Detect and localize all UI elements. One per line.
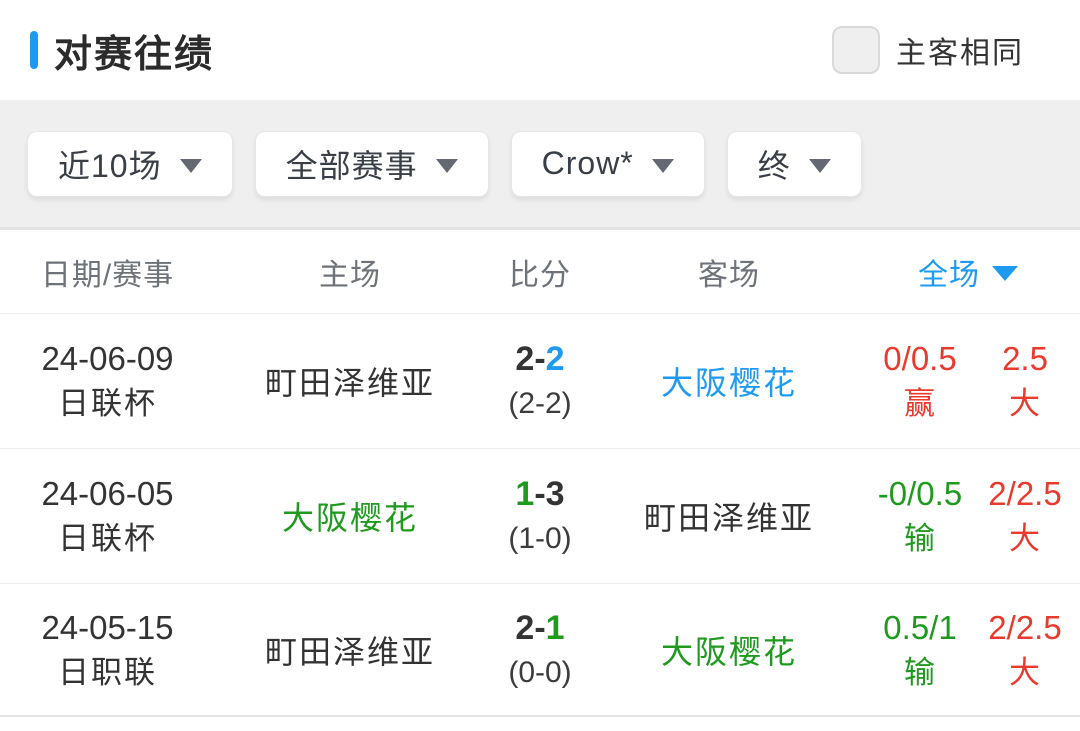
section-title-group: 对赛往绩 xyxy=(30,23,214,78)
handicap-line: -0/0.5 xyxy=(877,475,963,512)
score-cell: 1 - 3 (1-0) xyxy=(485,471,595,561)
dropdown-match-status[interactable]: 终 xyxy=(726,130,862,197)
over-under-cell: 2/2.5 大 xyxy=(977,605,1073,695)
away-team-name: 町田泽维亚 xyxy=(643,500,814,536)
over-under-cell: 2/2.5 大 xyxy=(977,471,1073,561)
away-goals: 1 xyxy=(545,608,565,647)
score-cell: 2 - 1 (0-0) xyxy=(485,605,595,695)
handicap-cell: -0/0.5 输 xyxy=(863,471,977,561)
col-header-score: 比分 xyxy=(509,258,571,292)
over-under-line: 2/2.5 xyxy=(988,608,1062,646)
over-under-result: 大 xyxy=(1009,654,1041,690)
home-team-cell: 大阪樱花 xyxy=(215,493,485,539)
table-row[interactable]: 24-06-05 日联杯 大阪樱花 1 - 3 (1-0) 町田泽维亚 -0/0… xyxy=(0,449,1080,584)
col-header-fulltime-label: 全场 xyxy=(918,258,980,292)
dropdown-recent-matches[interactable]: 近10场 xyxy=(27,130,233,197)
score-dash: - xyxy=(534,475,546,513)
date-competition-cell: 24-06-05 日联杯 xyxy=(0,471,215,561)
chevron-down-icon xyxy=(992,266,1018,281)
date-competition-cell: 24-05-15 日职联 xyxy=(0,605,215,695)
dropdown-bookmaker-label: Crow* xyxy=(541,145,634,181)
over-under-result: 大 xyxy=(1009,521,1041,556)
away-team-cell: 大阪樱花 xyxy=(595,627,863,673)
over-under-line: 2.5 xyxy=(1002,340,1048,377)
halftime-score: (0-0) xyxy=(508,655,572,689)
over-under-result: 大 xyxy=(1009,386,1041,421)
over-under-line: 2/2.5 xyxy=(988,475,1062,512)
away-team-cell: 大阪樱花 xyxy=(595,358,863,404)
halftime-score: (1-0) xyxy=(508,522,572,555)
home-goals: 2 xyxy=(515,608,535,647)
handicap-result: 赢 xyxy=(904,386,936,421)
chevron-down-icon xyxy=(808,158,831,173)
away-team-name: 大阪樱花 xyxy=(660,633,797,670)
table-header-row: 日期/赛事 主场 比分 客场 全场 xyxy=(0,230,1080,314)
dropdown-all-competitions-label: 全部赛事 xyxy=(285,147,418,184)
fulltime-score: 1 - 3 xyxy=(515,471,564,517)
handicap-cell: 0/0.5 赢 xyxy=(863,336,977,426)
home-team-name: 大阪樱花 xyxy=(281,500,418,536)
competition-name: 日联杯 xyxy=(58,521,157,556)
away-goals: 3 xyxy=(545,475,565,513)
halftime-score: (2-2) xyxy=(508,387,572,420)
handicap-cell: 0.5/1 输 xyxy=(863,605,977,695)
table-row[interactable]: 24-06-09 日联杯 町田泽维亚 2 - 2 (2-2) 大阪樱花 0/0.… xyxy=(0,314,1080,449)
dropdown-match-status-label: 终 xyxy=(757,147,791,184)
table-row[interactable]: 24-05-15 日职联 町田泽维亚 2 - 1 (0-0) 大阪樱花 0.5/… xyxy=(0,584,1080,717)
chevron-down-icon xyxy=(651,158,674,173)
match-date: 24-06-09 xyxy=(41,340,174,377)
home-team-cell: 町田泽维亚 xyxy=(215,358,485,404)
filter-bar: 近10场 全部赛事 Crow* 终 xyxy=(0,100,1080,230)
same-home-away-checkbox[interactable] xyxy=(832,26,880,74)
handicap-result: 输 xyxy=(904,654,936,690)
page-title: 对赛往绩 xyxy=(54,33,215,76)
fulltime-score: 2 - 1 xyxy=(515,605,564,651)
match-date: 24-06-05 xyxy=(41,475,174,512)
title-accent-bar xyxy=(30,31,38,69)
competition-name: 日职联 xyxy=(58,654,157,690)
away-team-cell: 町田泽维亚 xyxy=(595,493,863,539)
col-header-home: 主场 xyxy=(319,258,381,292)
dropdown-recent-matches-label: 近10场 xyxy=(58,147,162,184)
same-home-away-label: 主客相同 xyxy=(896,37,1024,70)
fulltime-score: 2 - 2 xyxy=(515,336,564,382)
away-team-name: 大阪樱花 xyxy=(660,365,797,401)
col-header-fulltime-dropdown[interactable]: 全场 xyxy=(863,250,1073,294)
chevron-down-icon xyxy=(435,158,458,173)
handicap-line: 0.5/1 xyxy=(883,608,957,646)
dropdown-all-competitions[interactable]: 全部赛事 xyxy=(254,130,489,197)
home-team-cell: 町田泽维亚 xyxy=(215,627,485,673)
dropdown-bookmaker[interactable]: Crow* xyxy=(510,130,705,197)
handicap-result: 输 xyxy=(904,521,936,556)
handicap-line: 0/0.5 xyxy=(883,340,957,377)
over-under-cell: 2.5 大 xyxy=(977,336,1073,426)
section-header: 对赛往绩 主客相同 xyxy=(0,0,1080,100)
match-date: 24-05-15 xyxy=(41,608,174,646)
date-competition-cell: 24-06-09 日联杯 xyxy=(0,336,215,426)
home-goals: 1 xyxy=(515,475,535,513)
score-dash: - xyxy=(534,608,546,647)
home-team-name: 町田泽维亚 xyxy=(264,365,435,401)
home-team-name: 町田泽维亚 xyxy=(264,633,435,670)
score-cell: 2 - 2 (2-2) xyxy=(485,336,595,426)
col-header-away: 客场 xyxy=(698,258,760,292)
col-header-date-competition: 日期/赛事 xyxy=(40,258,175,292)
chevron-down-icon xyxy=(179,158,202,173)
away-goals: 2 xyxy=(545,340,565,378)
score-dash: - xyxy=(534,340,546,378)
same-home-away-filter[interactable]: 主客相同 xyxy=(832,26,1024,74)
home-goals: 2 xyxy=(515,340,535,378)
competition-name: 日联杯 xyxy=(58,386,157,421)
